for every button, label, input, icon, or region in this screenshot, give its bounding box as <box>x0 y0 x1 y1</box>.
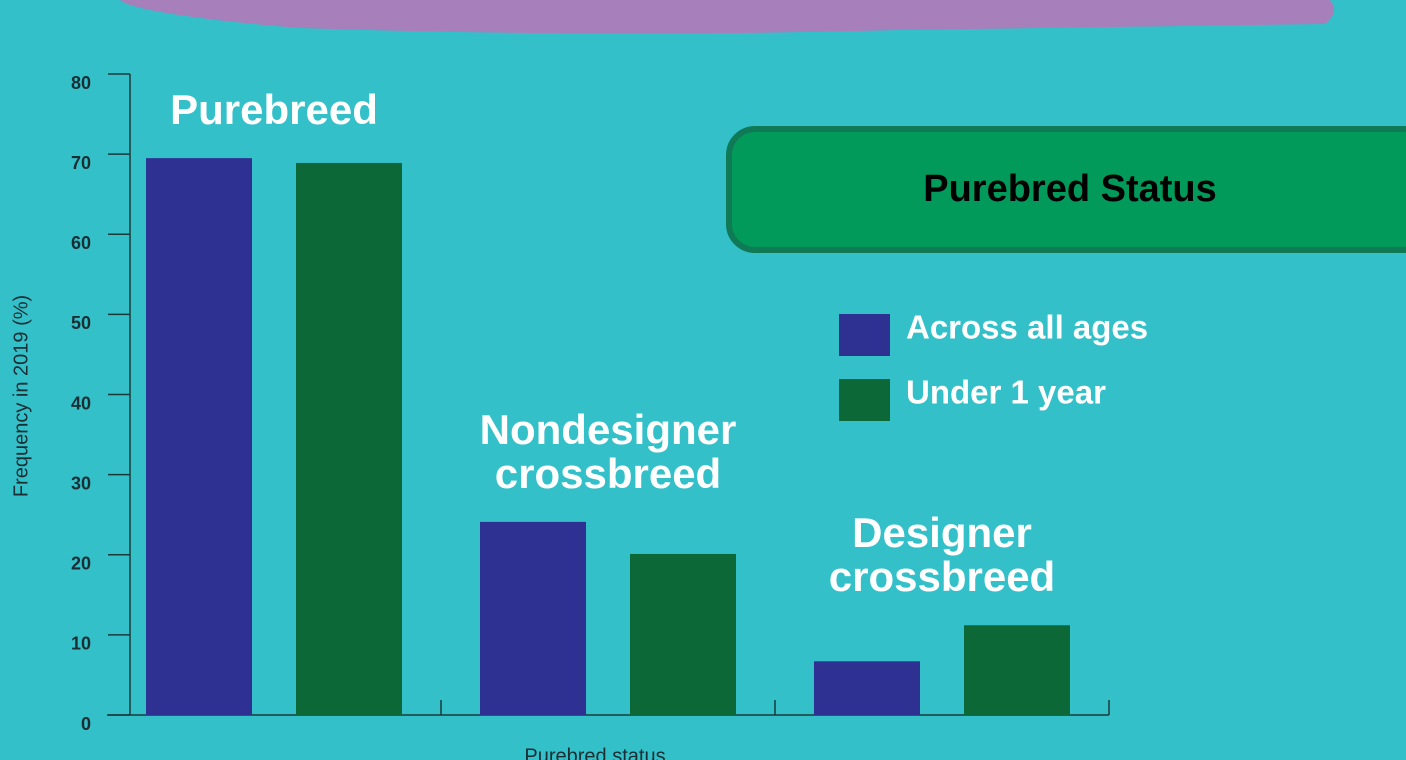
bar <box>146 158 252 716</box>
legend-swatch <box>839 379 890 421</box>
title-banner <box>120 0 1334 34</box>
x-axis-label: Purebred status <box>524 745 665 760</box>
legend-title: Purebred Status <box>923 168 1217 210</box>
legend-swatch <box>839 314 890 356</box>
y-axis-label: Frequency in 2019 (%) <box>10 295 32 497</box>
y-tick-label: 20 <box>71 554 91 574</box>
legend-box <box>726 126 1406 253</box>
y-tick-label: 80 <box>71 73 91 93</box>
bar <box>296 162 402 716</box>
y-tick-label: 30 <box>71 473 91 493</box>
y-tick-label: 60 <box>71 233 91 253</box>
category-label: Nondesigner crossbreed <box>479 405 737 497</box>
bar <box>964 625 1070 715</box>
category-label: Purebreed <box>170 86 378 134</box>
bar <box>814 661 920 715</box>
category-label: Designer crossbreed <box>828 509 1056 601</box>
bar <box>630 553 736 715</box>
y-tick-label: 0 <box>81 714 91 734</box>
y-tick-label: 40 <box>71 393 91 413</box>
y-tick-label: 70 <box>71 153 91 173</box>
legend-label: Across all ages <box>906 309 1148 346</box>
bar <box>480 521 586 715</box>
y-tick-label: 10 <box>71 634 91 654</box>
y-tick-label: 50 <box>71 313 91 333</box>
legend-label: Under 1 year <box>906 374 1106 411</box>
